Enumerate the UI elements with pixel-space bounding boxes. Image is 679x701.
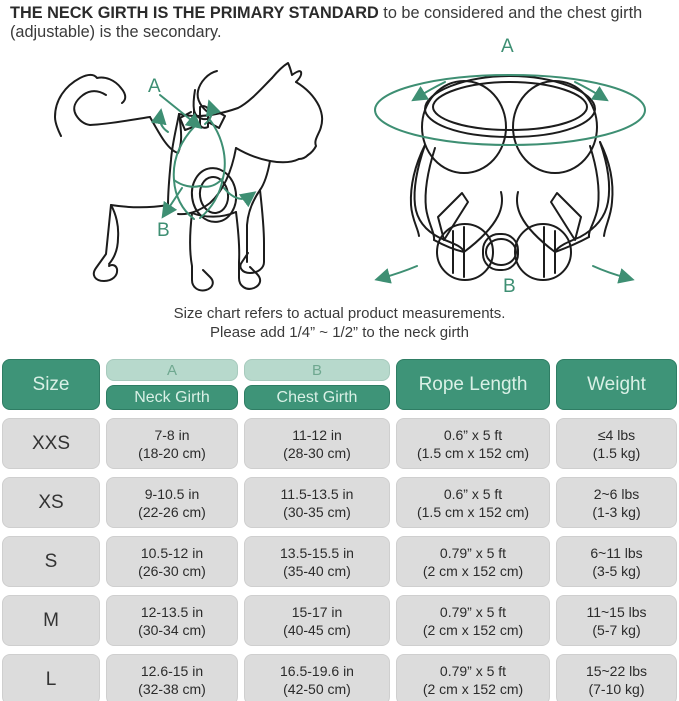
svg-text:A: A xyxy=(148,76,161,97)
svg-text:B: B xyxy=(503,276,516,297)
svg-text:A: A xyxy=(501,36,514,57)
svg-text:B: B xyxy=(157,220,170,241)
